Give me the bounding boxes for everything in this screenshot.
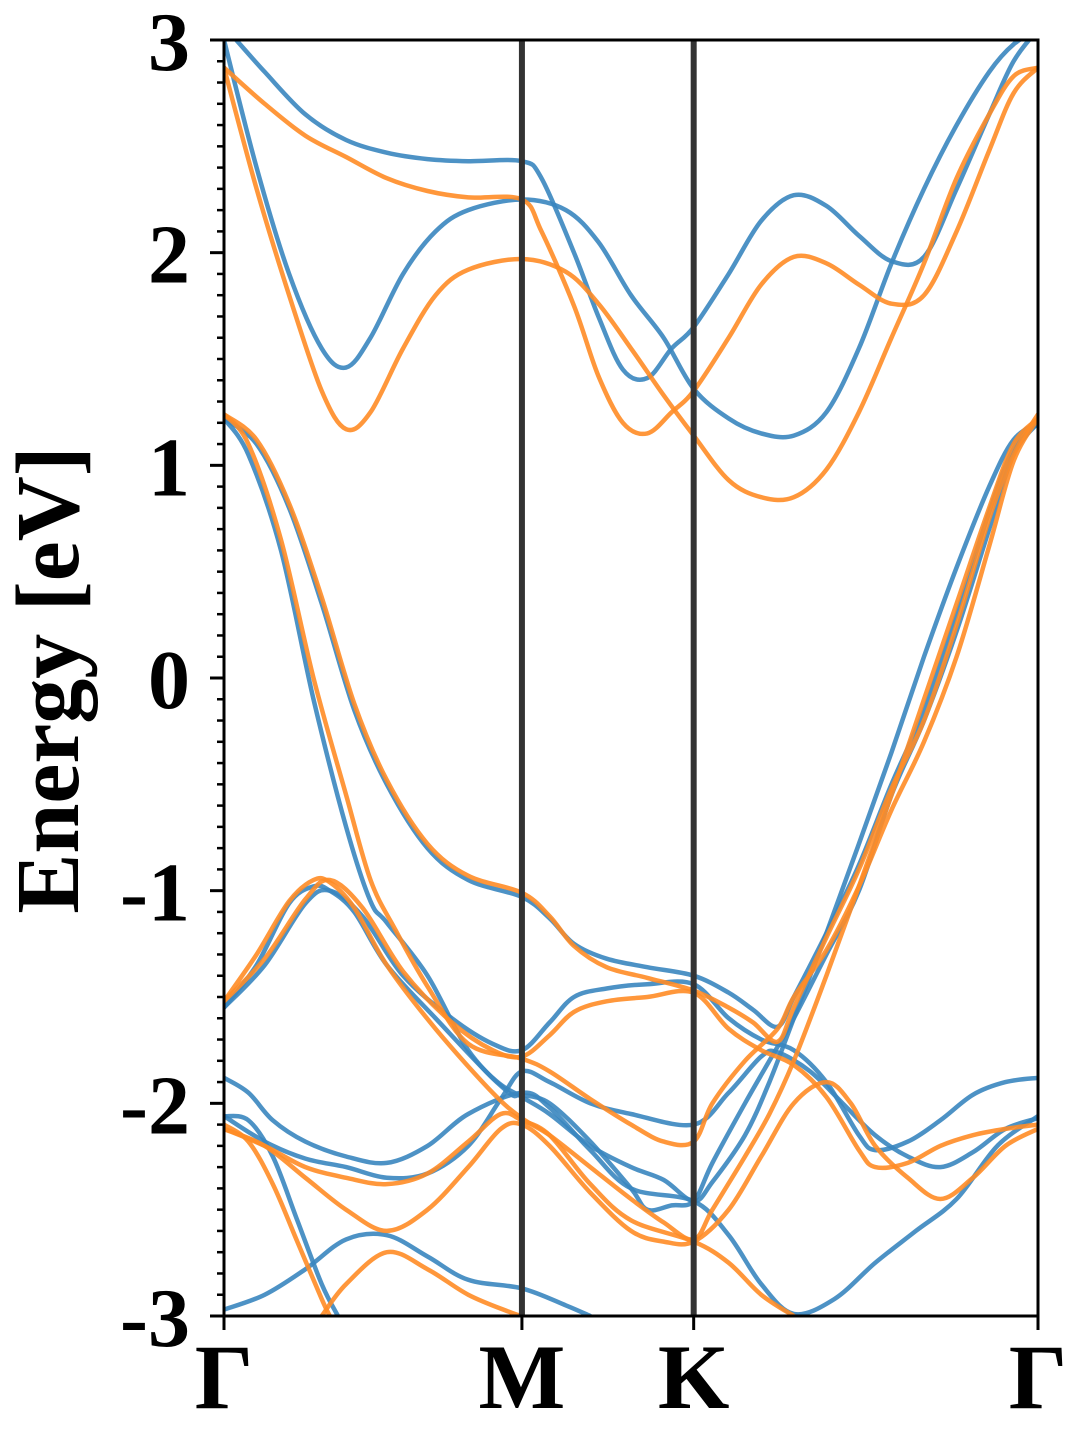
band-line-blue-8: [233, 40, 1032, 382]
band-line-blue-10: [224, 1048, 1038, 1181]
band-line-orange-9: [224, 877, 1038, 1171]
band-line-blue-2: [224, 1113, 341, 1316]
x-tick-label-0: Γ: [195, 1326, 254, 1428]
y-tick-label: 1: [148, 421, 190, 514]
y-tick-label: -1: [120, 847, 190, 940]
band-line-orange-3: [224, 1079, 1038, 1247]
band-line-orange-10: [224, 1110, 797, 1316]
band-line-blue-7: [224, 40, 1024, 440]
x-tick-label-2: K: [658, 1326, 730, 1428]
band-line-blue-5: [224, 416, 1038, 1213]
band-line-orange-5: [224, 412, 1038, 1148]
band-line-blue-1: [224, 1231, 593, 1316]
y-axis-label: Energy [eV]: [0, 446, 98, 913]
band-line-blue-3: [224, 1075, 1038, 1316]
band-line-orange-1: [319, 1249, 525, 1316]
y-tick-label: 2: [148, 209, 190, 302]
y-tick-label: -2: [120, 1059, 190, 1152]
x-tick-label-1: M: [479, 1326, 566, 1428]
band-line-orange-8: [224, 65, 1038, 437]
kpoint-dividers: [518, 40, 697, 1316]
band-line-blue-4: [224, 420, 1038, 1204]
bands-layer: [224, 40, 1038, 1316]
band-line-blue-9: [224, 887, 1038, 1153]
band-line-orange-7: [224, 65, 1038, 503]
y-tick-label: -3: [120, 1272, 190, 1365]
band-series-orange: [224, 65, 1038, 1316]
band-line-orange-6: [224, 412, 1038, 1045]
y-tick-label: 0: [148, 634, 190, 727]
y-tick-label: 3: [148, 0, 190, 89]
x-tick-label-3: Γ: [1009, 1326, 1068, 1428]
y-axis: 3 2 1 0 -1 -2 -3: [120, 0, 224, 1365]
